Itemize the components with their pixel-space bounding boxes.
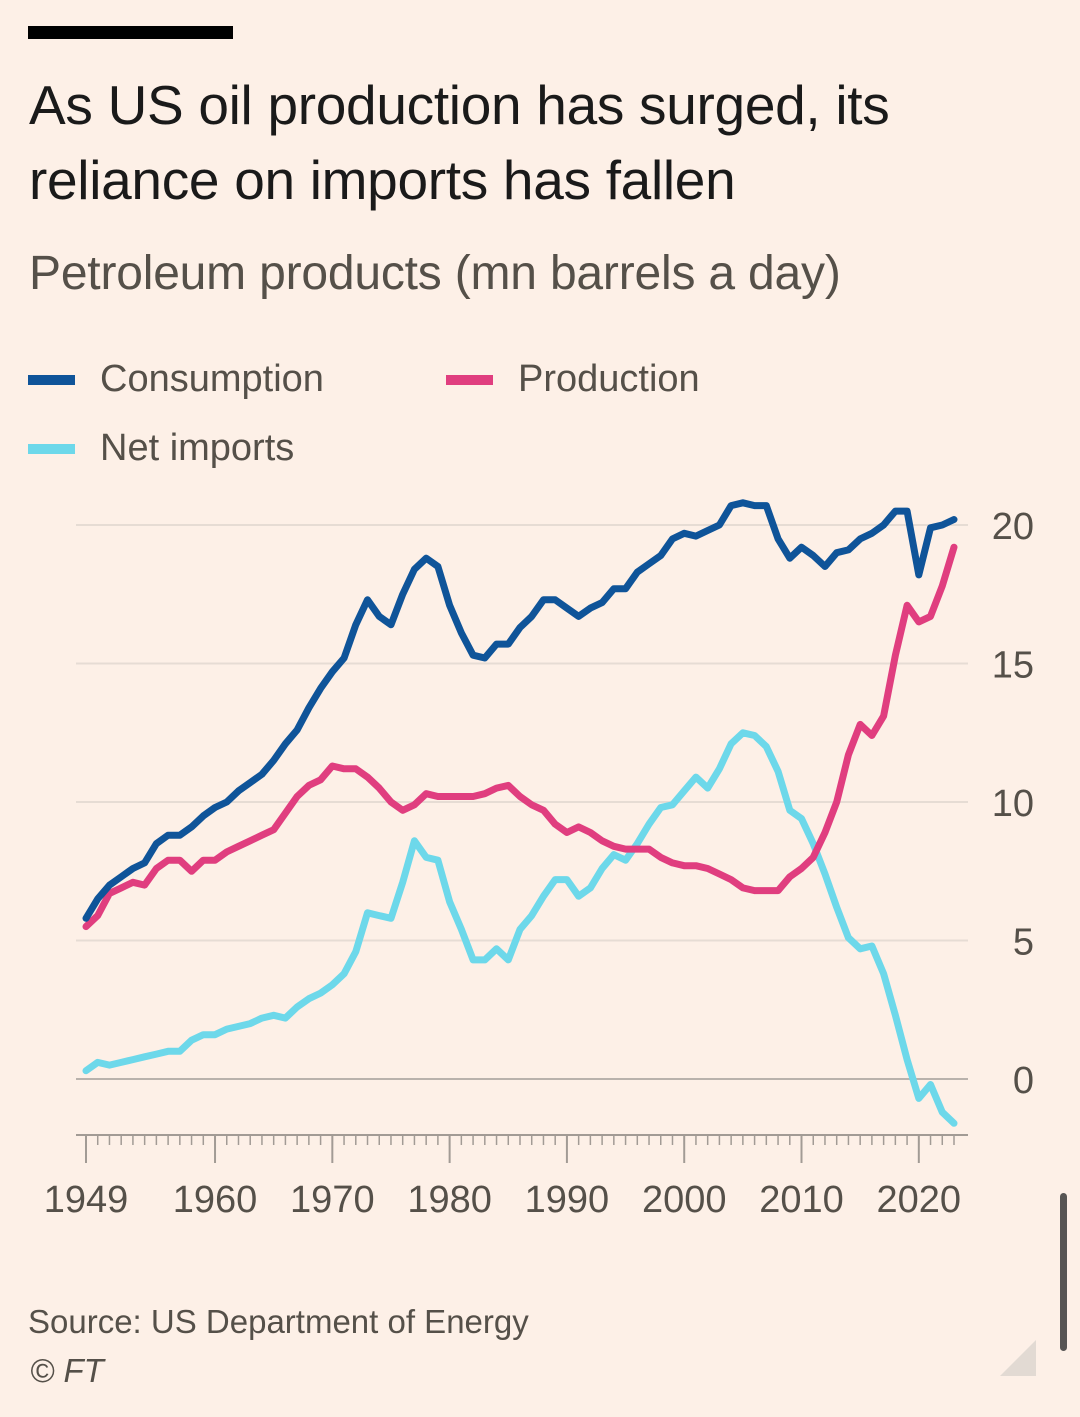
x-tick-label-2000: 2000 — [642, 1179, 727, 1221]
x-tick-label-2010: 2010 — [759, 1179, 844, 1221]
series-line-consumption — [82, 499, 958, 922]
chart-subtitle: Petroleum products (mn barrels a day) — [29, 247, 841, 300]
x-tick-label-2020: 2020 — [877, 1179, 962, 1221]
series-line-production — [82, 543, 958, 931]
legend-item-net-imports: Net imports — [28, 427, 294, 470]
line-chart: 0 5 10 15 20 1949 1960 1970 1980 1990 2000 2010 2020 — [44, 499, 1034, 1221]
legend-item-production: Production — [446, 358, 700, 401]
copyright-note: © FT — [30, 1352, 104, 1389]
legend-swatch-net-imports — [28, 443, 75, 454]
scrollbar-thumb[interactable] — [1060, 1193, 1067, 1351]
x-tick-label-1949: 1949 — [44, 1179, 129, 1221]
x-tick-label-1970: 1970 — [290, 1179, 375, 1221]
y-tick-label-15: 15 — [992, 645, 1034, 687]
legend-label-net-imports: Net imports — [100, 427, 295, 469]
x-tick-label-1980: 1980 — [407, 1179, 492, 1221]
legend-swatch-consumption — [28, 374, 75, 385]
legend-item-consumption: Consumption — [28, 358, 324, 401]
y-tick-label-20: 20 — [992, 506, 1034, 548]
x-tick-label-1960: 1960 — [173, 1179, 258, 1221]
y-tick-label-10: 10 — [992, 783, 1034, 825]
x-tick-label-1990: 1990 — [525, 1179, 610, 1221]
y-tick-label-5: 5 — [1013, 922, 1034, 964]
series-line-net-imports — [82, 729, 958, 1127]
source-note: Source: US Department of Energy — [28, 1303, 529, 1340]
header-accent-bar — [28, 26, 233, 39]
chart-title: As US oil production has surged, its rel… — [29, 74, 890, 211]
legend-label-consumption: Consumption — [100, 358, 324, 400]
legend-swatch-production — [446, 374, 493, 385]
resize-handle-icon[interactable] — [1000, 1340, 1036, 1376]
legend-label-production: Production — [518, 358, 700, 400]
y-tick-label-0: 0 — [1013, 1060, 1034, 1102]
